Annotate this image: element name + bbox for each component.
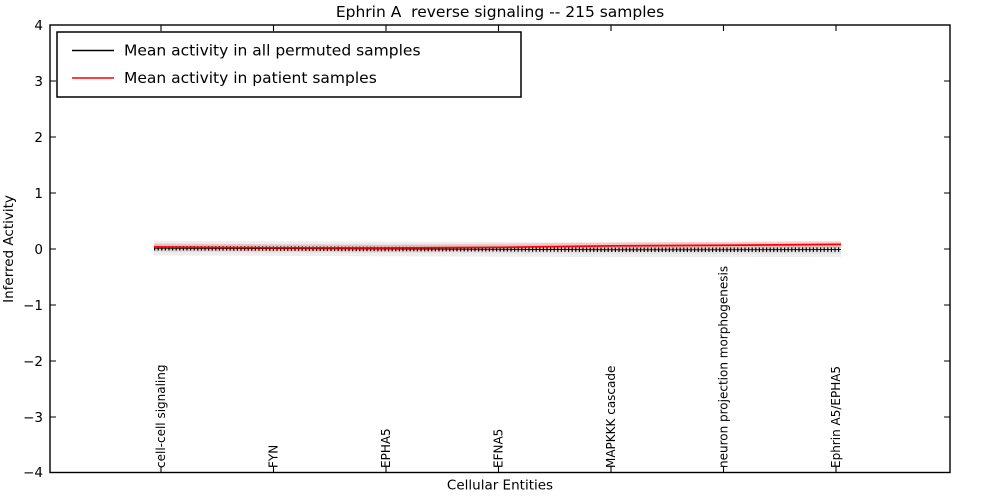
- xtick-label-fyn: FYN: [267, 445, 281, 468]
- legend-label-patient: Mean activity in patient samples: [124, 69, 377, 87]
- xtick-label-mapkkk-cascade: MAPKKK cascade: [604, 366, 618, 468]
- x-axis-ticks-bottom: [160, 466, 837, 473]
- ytick-label-n2: −2: [23, 354, 43, 370]
- ytick-label-2: 2: [34, 130, 43, 146]
- xtick-label-ephrin-a5-epha5: Ephrin A5/EPHA5: [829, 366, 843, 468]
- x-axis-label: Cellular Entities: [447, 478, 553, 494]
- legend: Mean activity in all permuted samples Me…: [56, 31, 522, 98]
- xtick-label-neuron-projection: neuron projection morphogenesis: [717, 266, 731, 468]
- ytick-label-3: 3: [34, 74, 43, 90]
- legend-label-permuted: Mean activity in all permuted samples: [124, 42, 421, 60]
- chart-title: Ephrin A reverse signaling -- 215 sample…: [336, 3, 664, 21]
- x-axis-ticks-top: [160, 25, 837, 31]
- legend-box: [56, 31, 522, 98]
- ytick-label-n4: −4: [23, 465, 43, 481]
- ytick-label-0: 0: [34, 242, 43, 258]
- ytick-label-4: 4: [34, 18, 43, 34]
- y-axis-label: Inferred Activity: [1, 195, 17, 303]
- xtick-label-epha5: EPHA5: [379, 428, 393, 468]
- permuted-mean-line: [154, 247, 841, 251]
- patient-mean-line: [154, 243, 841, 249]
- xtick-label-cell-cell-signaling: cell-cell signaling: [154, 365, 168, 469]
- ytick-label-n3: −3: [23, 410, 43, 426]
- ytick-label-1: 1: [34, 186, 43, 202]
- y-axis-ticks-right: [944, 24, 950, 474]
- y-axis-ticks-left: [50, 24, 56, 474]
- xtick-label-efna5: EFNA5: [492, 429, 506, 468]
- ytick-label-n1: −1: [23, 298, 43, 314]
